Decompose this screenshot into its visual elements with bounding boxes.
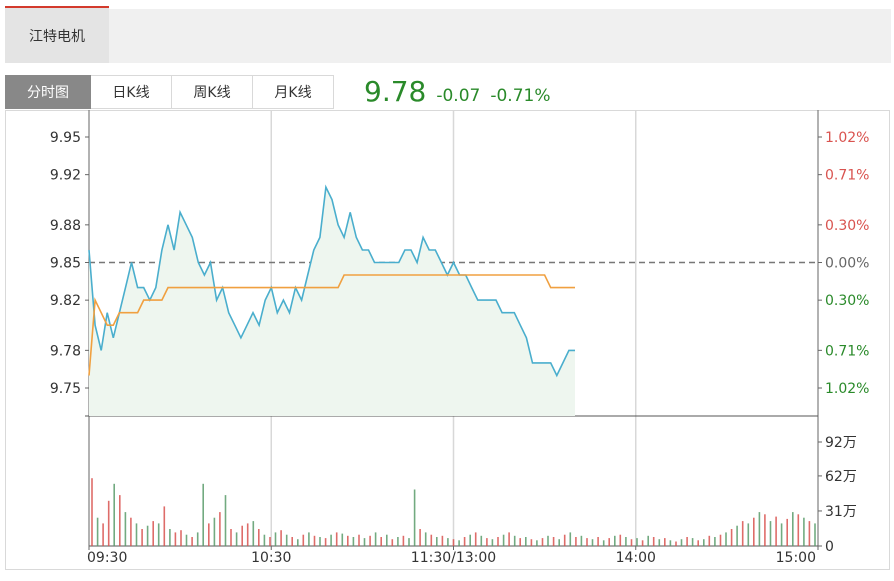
volume-tick-label-2: 31万 bbox=[825, 504, 857, 520]
pct-tick-label-1: 0.71% bbox=[825, 168, 869, 184]
tab-monthly-k-label: 月K线 bbox=[274, 85, 312, 101]
stock-name: 江特电机 bbox=[29, 28, 85, 45]
top-bar bbox=[5, 9, 891, 63]
stock-tab[interactable]: 江特电机 bbox=[5, 6, 109, 63]
price-change-pct: -0.71% bbox=[490, 86, 551, 106]
pct-tick-label-3: 0.00% bbox=[825, 256, 869, 272]
volume-tick-label-3: 0 bbox=[825, 539, 834, 555]
volume-tick-label-0: 92万 bbox=[825, 435, 857, 451]
tab-intraday[interactable]: 分时图 bbox=[5, 75, 91, 109]
x-tick-label-2: 11:30/13:00 bbox=[411, 550, 496, 566]
price-tick-label-3: 9.85 bbox=[50, 256, 81, 272]
tab-intraday-label: 分时图 bbox=[27, 85, 69, 101]
chart-frame bbox=[5, 110, 890, 570]
x-tick-label-1: 10:30 bbox=[251, 550, 291, 566]
quote-summary: 9.78 -0.07 -0.71% bbox=[364, 75, 550, 109]
price-tick-label-4: 9.82 bbox=[50, 293, 81, 309]
pct-tick-label-0: 1.02% bbox=[825, 130, 869, 146]
volume-tick-label-1: 62万 bbox=[825, 469, 857, 485]
pct-tick-label-4: 0.30% bbox=[825, 293, 869, 309]
price-tick-label-0: 9.95 bbox=[50, 130, 81, 146]
price-tick-label-6: 9.75 bbox=[50, 381, 81, 397]
pct-tick-label-6: 1.02% bbox=[825, 381, 869, 397]
chart-type-tabs: 分时图 日K线 周K线 月K线 bbox=[5, 75, 334, 109]
price-change: -0.07 bbox=[436, 86, 481, 106]
x-tick-label-3: 14:00 bbox=[616, 550, 656, 566]
price-area-fill bbox=[89, 187, 575, 416]
x-tick-label-0: 09:30 bbox=[87, 550, 127, 566]
tab-daily-k[interactable]: 日K线 bbox=[91, 75, 172, 109]
tab-weekly-k[interactable]: 周K线 bbox=[172, 75, 253, 109]
x-tick-label-4: 15:00 bbox=[776, 550, 816, 566]
tab-daily-k-label: 日K线 bbox=[112, 85, 150, 101]
tab-weekly-k-label: 周K线 bbox=[193, 85, 231, 101]
price-tick-label-1: 9.92 bbox=[50, 168, 81, 184]
pct-tick-label-2: 0.30% bbox=[825, 218, 869, 234]
current-price: 9.78 bbox=[364, 75, 427, 108]
price-tick-label-5: 9.78 bbox=[50, 343, 81, 359]
price-line bbox=[88, 184, 575, 378]
pct-tick-label-5: 0.71% bbox=[825, 343, 869, 359]
price-tick-label-2: 9.88 bbox=[50, 218, 81, 234]
tab-monthly-k[interactable]: 月K线 bbox=[253, 75, 334, 109]
avg-price-line bbox=[88, 274, 575, 376]
